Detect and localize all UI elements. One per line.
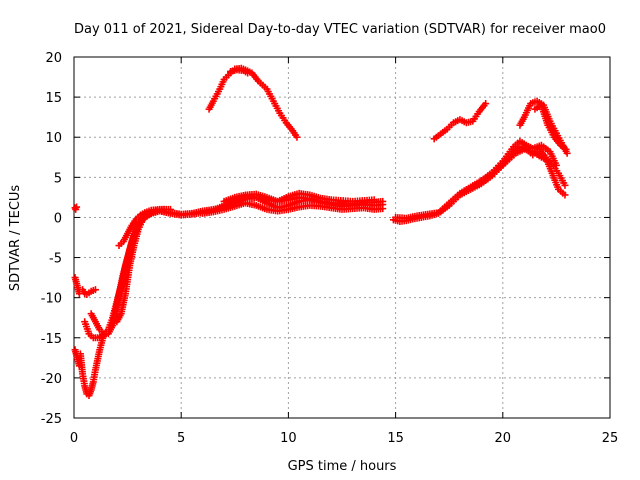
x-tick-label: 20 <box>495 431 512 446</box>
data-series <box>220 189 378 205</box>
data-point <box>370 196 378 204</box>
data-point <box>244 69 252 77</box>
data-series <box>531 101 570 153</box>
data-point <box>562 145 570 153</box>
y-tick-label: -5 <box>49 252 62 267</box>
y-tick-label: 10 <box>45 131 62 146</box>
x-tick-label: 25 <box>602 431 619 446</box>
grid <box>74 57 610 418</box>
plot-frame <box>73 56 611 419</box>
data-point <box>91 286 99 294</box>
y-tick-label: -15 <box>41 332 62 347</box>
y-tick-label: -20 <box>41 372 62 387</box>
data-series <box>227 66 252 77</box>
axis-ticks: 0 5 10 15 20 25 -25 -20 -15 -10 -5 0 5 10 15 20 <box>41 51 619 446</box>
data-point <box>561 191 569 199</box>
data-series <box>79 286 99 298</box>
y-tick-label: 5 <box>54 171 62 186</box>
data-series <box>495 145 569 189</box>
data-points <box>71 64 571 400</box>
data-series <box>71 203 81 213</box>
data-point <box>563 149 571 157</box>
data-point <box>293 133 301 141</box>
data-series <box>199 199 387 217</box>
data-point <box>73 203 81 211</box>
x-tick-label: 15 <box>387 431 404 446</box>
x-axis-label: GPS time / hours <box>288 459 397 474</box>
data-series <box>71 274 83 298</box>
y-tick-label: 0 <box>54 211 62 226</box>
data-point <box>482 100 490 108</box>
x-tick-label: 5 <box>177 431 185 446</box>
data-series <box>205 64 301 141</box>
y-tick-label: 20 <box>45 51 62 66</box>
data-point <box>561 181 569 189</box>
x-tick-label: 10 <box>280 431 297 446</box>
chart-title: Day 011 of 2021, Sidereal Day-to-day VTE… <box>74 22 606 37</box>
data-series <box>430 100 490 143</box>
x-tick-label: 0 <box>70 431 78 446</box>
y-axis-label: SDTVAR / TECUs <box>8 185 23 292</box>
y-tick-label: -25 <box>41 412 62 427</box>
y-tick-label: -10 <box>41 292 62 307</box>
data-point <box>379 205 387 213</box>
y-tick-label: 15 <box>45 91 62 106</box>
